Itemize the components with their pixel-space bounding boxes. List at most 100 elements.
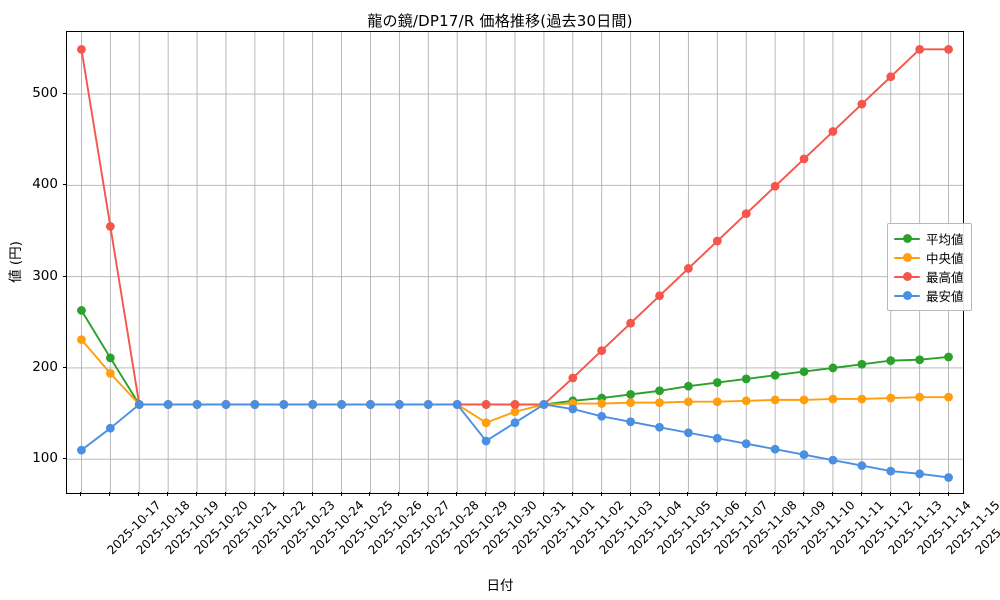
x-axis-tick-mark bbox=[947, 492, 949, 496]
series-4 bbox=[77, 400, 953, 482]
data-point bbox=[770, 181, 780, 191]
data-point bbox=[452, 400, 462, 409]
data-point bbox=[857, 359, 867, 369]
data-point bbox=[221, 400, 231, 409]
chart-title: 龍の鏡/DP17/R 価格推移(過去30日間) bbox=[367, 12, 633, 30]
x-axis-tick-mark bbox=[340, 492, 342, 496]
x-axis-tick-mark bbox=[774, 492, 776, 496]
data-point bbox=[105, 222, 115, 231]
x-axis-tick-mark bbox=[196, 492, 198, 496]
x-axis-tick-mark bbox=[831, 492, 833, 496]
x-axis-tick-mark bbox=[427, 492, 429, 496]
data-point bbox=[712, 433, 722, 443]
data-point bbox=[655, 422, 664, 432]
x-axis-tick-mark bbox=[629, 492, 631, 496]
data-point bbox=[77, 445, 86, 455]
y-axis-tick-label: 200 bbox=[32, 358, 58, 375]
data-point bbox=[626, 398, 636, 408]
data-point bbox=[712, 397, 722, 407]
x-axis-label: 日付 bbox=[486, 578, 514, 594]
y-axis-tick-mark bbox=[62, 93, 66, 95]
x-axis-tick-mark bbox=[600, 492, 602, 496]
data-point bbox=[944, 392, 953, 402]
data-point bbox=[886, 393, 896, 403]
legend-label-median: 中央値 bbox=[926, 251, 964, 266]
y-axis-tick-mark bbox=[62, 275, 66, 277]
x-axis-tick-mark bbox=[253, 492, 255, 496]
data-point bbox=[568, 404, 578, 414]
data-point bbox=[944, 44, 953, 54]
data-point bbox=[105, 353, 115, 363]
data-point bbox=[886, 72, 896, 82]
data-point bbox=[626, 417, 636, 427]
data-point bbox=[741, 374, 751, 384]
legend-label-mean: 平均値 bbox=[926, 232, 964, 247]
y-axis-tick-label: 300 bbox=[32, 267, 58, 284]
data-point bbox=[712, 236, 722, 246]
x-axis-tick-mark bbox=[398, 492, 400, 496]
data-point bbox=[828, 127, 838, 136]
data-point bbox=[857, 99, 867, 109]
data-point bbox=[712, 378, 722, 387]
x-axis-tick-mark bbox=[224, 492, 226, 496]
data-point bbox=[597, 346, 607, 355]
legend-swatch-min-icon bbox=[894, 289, 920, 303]
data-point bbox=[481, 418, 491, 428]
data-point bbox=[828, 455, 838, 465]
data-point bbox=[915, 392, 925, 402]
data-point bbox=[770, 444, 780, 454]
x-axis-tick-mark bbox=[658, 492, 660, 496]
data-point bbox=[163, 400, 173, 409]
x-axis-tick-mark bbox=[456, 492, 458, 496]
data-point bbox=[684, 428, 693, 438]
data-point bbox=[568, 373, 578, 383]
legend-item-max[interactable]: 最高値 bbox=[894, 267, 964, 286]
data-point bbox=[77, 306, 86, 315]
x-axis-tick-mark bbox=[109, 492, 111, 496]
data-point bbox=[770, 395, 780, 405]
data-point bbox=[481, 400, 491, 409]
y-axis-tick-label: 100 bbox=[32, 450, 58, 467]
data-point bbox=[944, 473, 953, 482]
x-axis-tick-mark bbox=[282, 492, 284, 496]
data-point bbox=[366, 400, 375, 409]
legend-label-max: 最高値 bbox=[926, 270, 964, 285]
data-point bbox=[799, 450, 809, 460]
legend-item-median[interactable]: 中央値 bbox=[894, 248, 964, 267]
x-axis-tick-mark bbox=[311, 492, 313, 496]
x-axis-tick-mark bbox=[918, 492, 920, 496]
data-point bbox=[626, 318, 636, 328]
plot-area bbox=[66, 31, 964, 494]
data-point bbox=[655, 398, 664, 408]
x-axis-tick-mark bbox=[138, 492, 140, 496]
legend-label-min: 最安値 bbox=[926, 289, 964, 304]
chart-svg bbox=[67, 32, 963, 493]
data-point bbox=[77, 44, 86, 54]
data-point bbox=[510, 418, 520, 428]
data-point bbox=[423, 400, 433, 409]
data-point bbox=[770, 370, 780, 380]
data-point bbox=[684, 264, 693, 273]
data-point bbox=[684, 397, 693, 407]
data-point bbox=[510, 407, 520, 417]
data-point bbox=[828, 363, 838, 373]
data-point bbox=[597, 399, 607, 408]
x-axis-tick-mark bbox=[860, 492, 862, 496]
legend-item-min[interactable]: 最安値 bbox=[894, 286, 964, 305]
data-point bbox=[799, 395, 809, 405]
data-point bbox=[655, 386, 664, 396]
y-axis-tick-label: 500 bbox=[32, 85, 58, 102]
data-point bbox=[857, 461, 867, 471]
data-point bbox=[539, 400, 549, 409]
x-axis-tick-mark bbox=[514, 492, 515, 496]
y-axis-tick-mark bbox=[62, 184, 66, 186]
data-point bbox=[684, 381, 693, 391]
x-axis-tick-mark bbox=[745, 492, 747, 496]
legend-item-mean[interactable]: 平均値 bbox=[894, 229, 964, 248]
data-point bbox=[886, 356, 896, 366]
data-point bbox=[886, 466, 896, 476]
x-axis-tick-mark bbox=[803, 492, 805, 496]
y-axis-tick-mark bbox=[62, 458, 66, 460]
data-point bbox=[77, 335, 86, 345]
